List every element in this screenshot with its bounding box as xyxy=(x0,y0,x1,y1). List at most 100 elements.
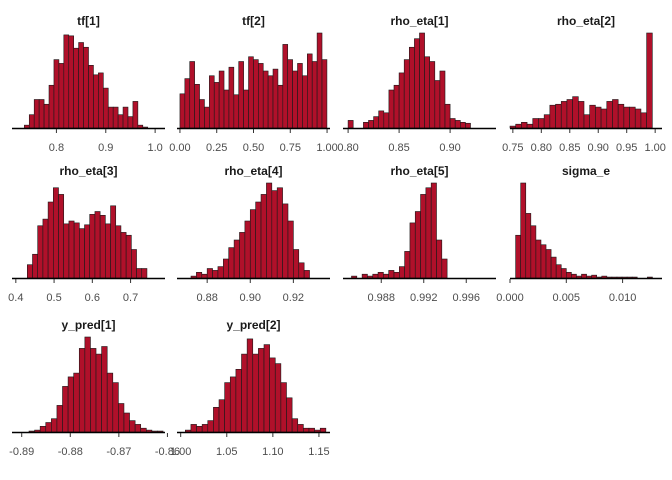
histogram-bar xyxy=(347,120,354,129)
histogram-bar xyxy=(24,124,30,129)
histogram-bar xyxy=(115,225,122,279)
tick-label: 1.15 xyxy=(308,446,329,458)
histogram-bar xyxy=(184,78,191,129)
tick-label: 0.988 xyxy=(367,292,395,304)
histogram-bar xyxy=(84,224,91,279)
histogram-bar xyxy=(414,211,421,279)
panel-title: tf[2] xyxy=(242,14,265,28)
tick-label: 1.0 xyxy=(147,142,162,154)
histogram-bar xyxy=(293,249,300,279)
histogram-bar xyxy=(68,220,75,279)
panel-title: y_pred[2] xyxy=(226,318,280,332)
histogram-bar xyxy=(612,99,619,129)
histogram-bar xyxy=(194,84,200,129)
histogram-bar xyxy=(185,429,192,433)
histogram-bar xyxy=(555,264,562,279)
histogram-bar xyxy=(252,353,259,433)
histogram-bar xyxy=(73,222,80,279)
histogram-bar xyxy=(600,108,608,129)
panel-title: rho_eta[1] xyxy=(390,14,448,28)
panel-1: tf[1] 0.8 0.9 1.0 xyxy=(12,14,165,154)
histogram-bar xyxy=(141,268,148,279)
histogram-bar xyxy=(37,225,44,279)
tick-label: 0.8 xyxy=(49,142,64,154)
tick-label: 0.6 xyxy=(85,292,100,304)
histogram-bar xyxy=(393,271,400,279)
histogram-bar xyxy=(89,214,96,279)
histogram-bar xyxy=(84,336,91,433)
tick-label: 1.00 xyxy=(316,142,337,154)
histogram-bar xyxy=(107,106,114,129)
histogram-bar xyxy=(538,118,545,129)
histogram-bar xyxy=(282,44,289,129)
histogram-bar xyxy=(212,270,219,279)
histogram-bar xyxy=(540,244,547,279)
histogram-bar xyxy=(127,116,134,129)
histogram-bar xyxy=(314,429,321,433)
histogram-bar xyxy=(515,123,522,129)
histogram-bar xyxy=(280,382,287,433)
histogram-bar xyxy=(316,32,323,129)
histogram-bar xyxy=(409,222,416,279)
histogram-bar xyxy=(383,273,389,279)
histogram-bar xyxy=(120,232,127,279)
histogram-bar xyxy=(34,429,41,433)
histogram-bar xyxy=(213,406,220,433)
tick-label: 0.90 xyxy=(439,142,460,154)
histogram-bar xyxy=(207,420,214,433)
histogram-bar xyxy=(83,46,89,129)
histogram-bar xyxy=(398,72,405,129)
panel-6: rho_eta[4] 0.88 0.90 0.92 xyxy=(177,164,330,304)
histogram-bar xyxy=(425,187,432,279)
histogram-bar xyxy=(271,190,278,279)
histogram-bar xyxy=(260,194,267,279)
histogram-bar xyxy=(521,122,528,129)
histogram-bar xyxy=(319,427,327,433)
histogram-bar xyxy=(122,106,129,129)
histogram-bar xyxy=(190,424,197,433)
panel-8: sigma_e 0.000 0.005 0.010 xyxy=(496,164,662,304)
histogram-bar xyxy=(217,266,224,279)
histogram-bar xyxy=(439,70,446,129)
histogram-bar xyxy=(201,424,209,433)
panel-4: rho_eta[2] 0.75 0.80 0.85 0.90 0.95 1.00 xyxy=(502,14,666,154)
histogram-bar xyxy=(146,429,153,433)
histogram-bar xyxy=(444,103,451,129)
panel-5: rho_eta[3] 0.4 0.5 0.6 0.7 xyxy=(8,164,165,304)
tick-label: 0.010 xyxy=(609,292,637,304)
tick-label: 0.80 xyxy=(337,142,358,154)
histogram-bar xyxy=(576,275,582,279)
histogram-bar xyxy=(123,412,130,433)
tick-label: 0.90 xyxy=(240,292,261,304)
histogram-bar xyxy=(404,251,411,279)
histogram-bar xyxy=(106,372,114,433)
panel-3: rho_eta[1] 0.80 0.85 0.90 xyxy=(337,14,496,154)
tick-label: 0.9 xyxy=(98,142,113,154)
panel-title: rho_eta[3] xyxy=(59,164,117,178)
histogram-bar xyxy=(43,103,50,129)
histogram-bar xyxy=(634,108,642,129)
histogram-bar xyxy=(465,122,471,129)
histogram-bar xyxy=(53,187,59,279)
histogram-bar xyxy=(134,424,142,433)
histogram-bar xyxy=(78,42,84,129)
histogram-bar xyxy=(196,271,203,279)
histogram-bar xyxy=(26,264,33,279)
histogram-bar xyxy=(199,99,205,129)
histogram-bar xyxy=(78,348,86,433)
histogram-bar xyxy=(228,247,235,279)
histogram-bar xyxy=(530,225,537,279)
panel-title: rho_eta[4] xyxy=(224,164,282,178)
histogram-bar xyxy=(38,99,45,129)
histogram-bar xyxy=(272,68,279,129)
histogram-bar xyxy=(90,348,97,433)
histogram-bar xyxy=(286,397,293,433)
tick-label: 0.75 xyxy=(280,142,301,154)
histogram-bar xyxy=(98,72,104,129)
histogram-bar xyxy=(201,273,208,279)
histogram-bar xyxy=(209,75,215,129)
histogram-bar xyxy=(179,93,186,129)
histogram-bar xyxy=(189,61,195,129)
histogram-bar xyxy=(414,38,420,129)
